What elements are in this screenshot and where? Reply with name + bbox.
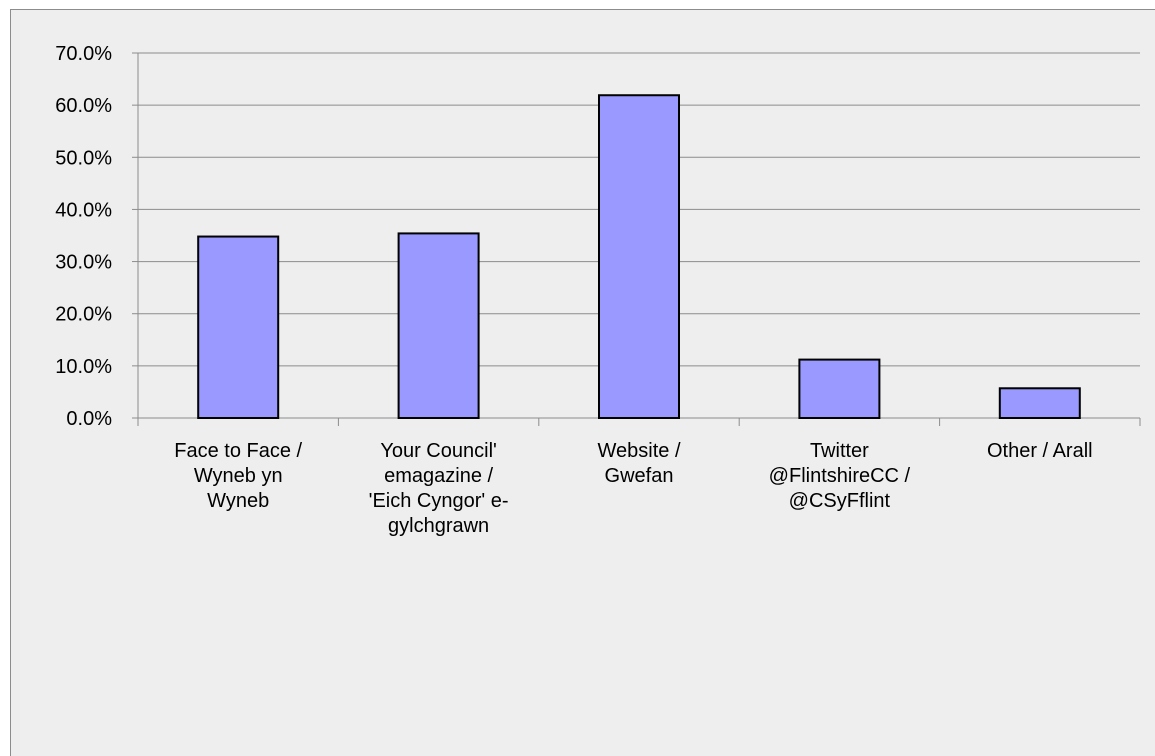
x-category-label: Your Council' emagazine / 'Eich Cyngor' e-… [369,440,509,537]
x-category-label-line: Twitter [810,440,869,462]
x-category-label-line: Wyneb [207,490,269,512]
x-category-label-line: Other / Arall [987,440,1093,462]
y-tick-label: 60.0% [55,95,112,117]
y-tick-label: 20.0% [55,304,112,326]
x-category-label-line: @CSyFflint [789,490,891,512]
x-category-label: Face to Face / Wyneb yn Wyneb [174,440,302,512]
bar [598,94,680,419]
y-tick-label: 40.0% [55,199,112,221]
bars [197,94,1081,420]
y-tick-label: 30.0% [55,252,112,274]
x-category-label: Website / Gwefan [598,440,681,487]
x-category-label: Other / Arall [987,440,1093,462]
x-category-label-line: Face to Face / [174,440,302,462]
y-tick-label: 10.0% [55,356,112,378]
x-category-label-line: Website / [598,440,681,462]
x-category-label-line: gylchgrawn [388,515,489,537]
bar [397,232,480,419]
y-tick-label: 50.0% [55,147,112,169]
x-category-labels: Face to Face / Wyneb yn Wyneb Your Council'… [174,440,1092,537]
y-tick-labels: 0.0% 10.0% 20.0% 30.0% 40.0% 50.0% 60.0% 70.0% [55,43,112,430]
x-category-label: Twitter @FlintshireCC / @CSyFflint [769,440,911,512]
x-category-label-line: Wyneb yn [194,465,283,487]
x-category-label-line: emagazine / [384,465,493,487]
bar [998,387,1081,419]
bar [798,358,881,420]
x-category-label-line: 'Eich Cyngor' e- [369,490,509,512]
y-tick-label: 0.0% [66,408,112,430]
x-category-label-line: Gwefan [605,465,674,487]
bar [197,235,280,419]
y-tick-label: 70.0% [55,43,112,65]
x-category-label-line: Your Council' [380,440,496,462]
x-category-label-line: @FlintshireCC / [769,465,911,487]
